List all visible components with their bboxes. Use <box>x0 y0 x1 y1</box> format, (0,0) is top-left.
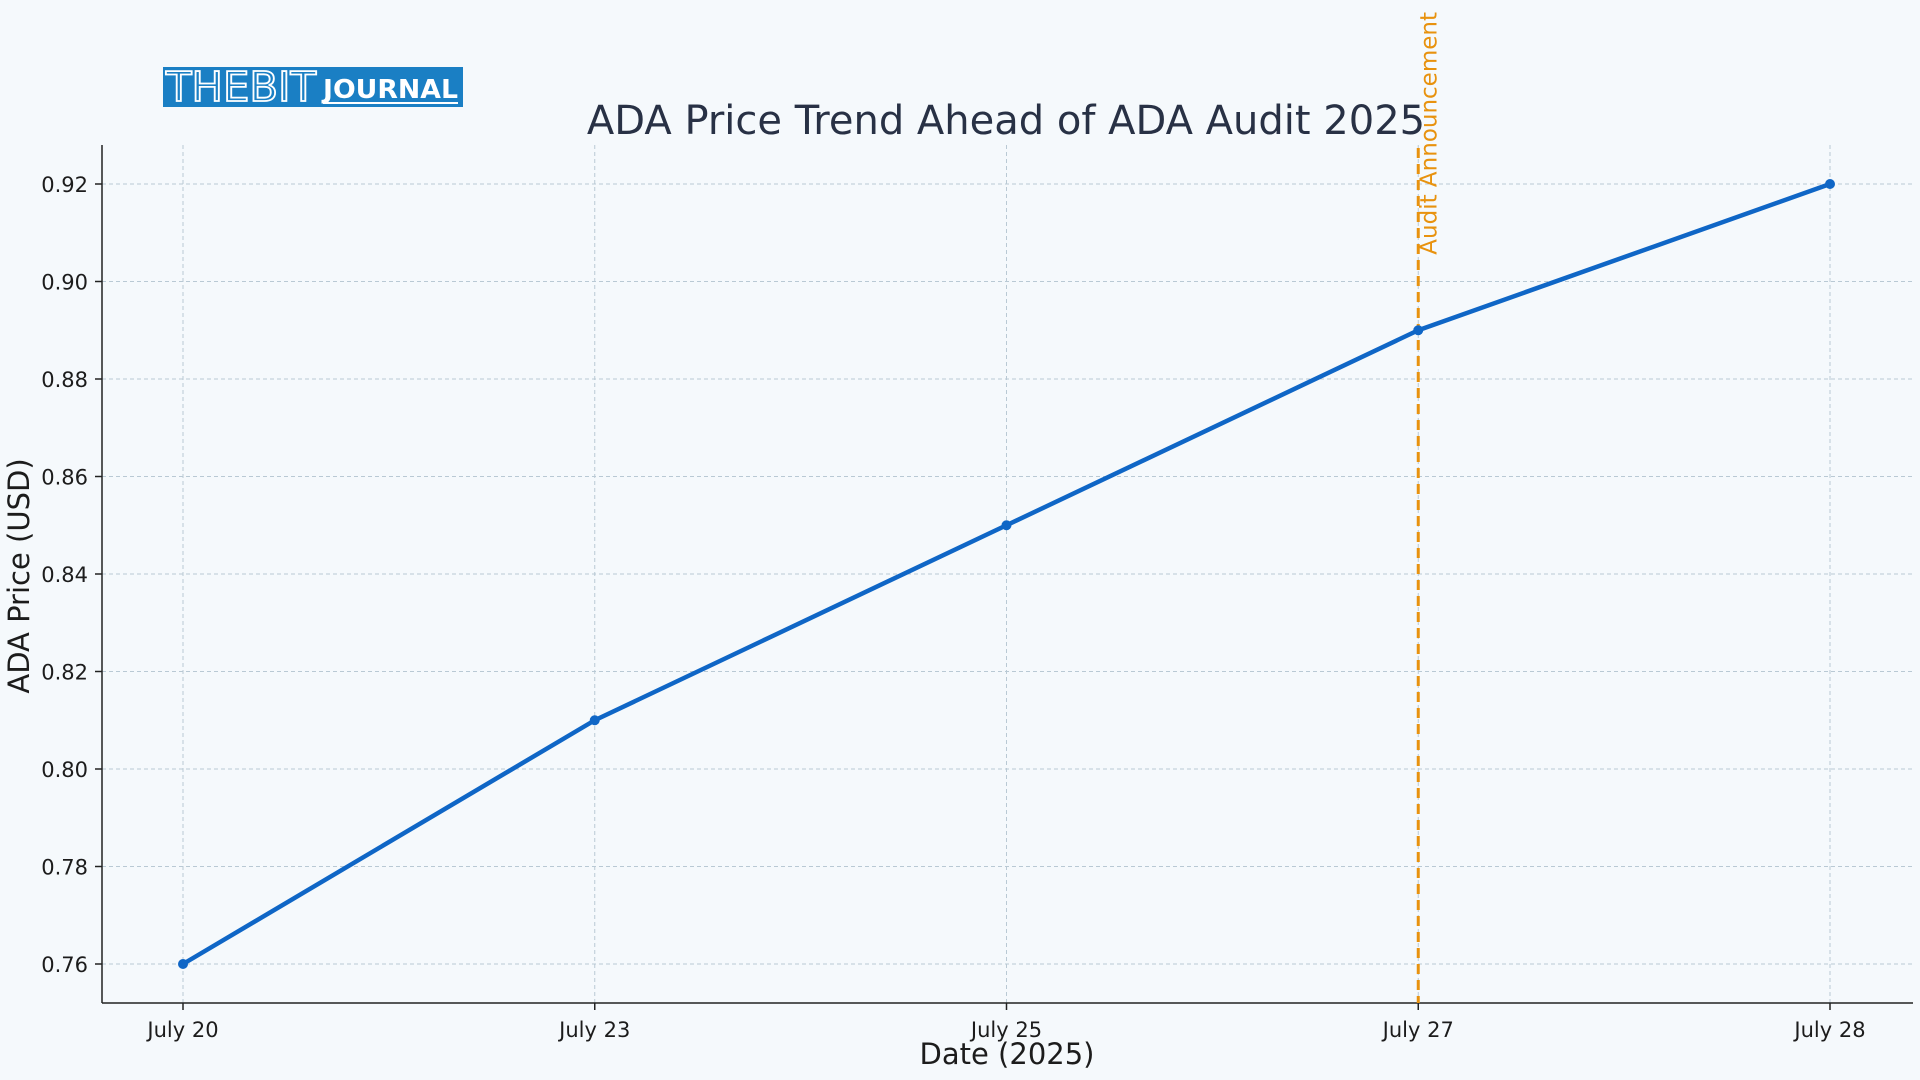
annotation-layer: Audit Announcement <box>1416 12 1442 1003</box>
logo-text-main: THEBIT <box>165 63 317 111</box>
tick-layer: 0.76 0.78 0.80 0.82 0.84 0.86 0.88 0.90 0.92 July… <box>41 173 1865 1042</box>
x-tick-label: July 25 <box>969 1018 1042 1042</box>
y-tick-label: 0.78 <box>41 856 88 880</box>
x-tick-label: July 28 <box>1792 1018 1865 1042</box>
series-layer <box>178 179 1835 969</box>
x-tick-label: July 27 <box>1381 1018 1454 1042</box>
price-point <box>589 715 600 726</box>
logo-background <box>163 67 463 107</box>
y-tick-label: 0.90 <box>41 271 88 295</box>
y-tick-label: 0.86 <box>41 466 88 490</box>
price-point <box>1001 520 1012 531</box>
y-tick-label: 0.76 <box>41 953 88 977</box>
y-tick-label: 0.80 <box>41 758 88 782</box>
price-point <box>1825 179 1835 189</box>
y-axis-label: ADA Price (USD) <box>2 458 36 693</box>
y-tick-label: 0.88 <box>41 368 88 392</box>
y-tick-label: 0.82 <box>41 661 88 685</box>
x-tick-label: July 20 <box>145 1018 218 1042</box>
audit-announcement-label: Audit Announcement <box>1416 12 1442 255</box>
price-point <box>1413 325 1424 336</box>
x-tick-label: July 23 <box>557 1018 630 1042</box>
y-tick-label: 0.92 <box>41 173 88 197</box>
y-tick-label: 0.84 <box>41 563 88 587</box>
price-point <box>178 959 188 969</box>
thebit-journal-logo: THEBIT JOURNAL <box>163 62 463 112</box>
logo-text-sub: JOURNAL <box>321 75 458 105</box>
x-axis-label: Date (2025) <box>920 1037 1095 1071</box>
chart-title: ADA Price Trend Ahead of ADA Audit 2025 <box>587 98 1425 144</box>
